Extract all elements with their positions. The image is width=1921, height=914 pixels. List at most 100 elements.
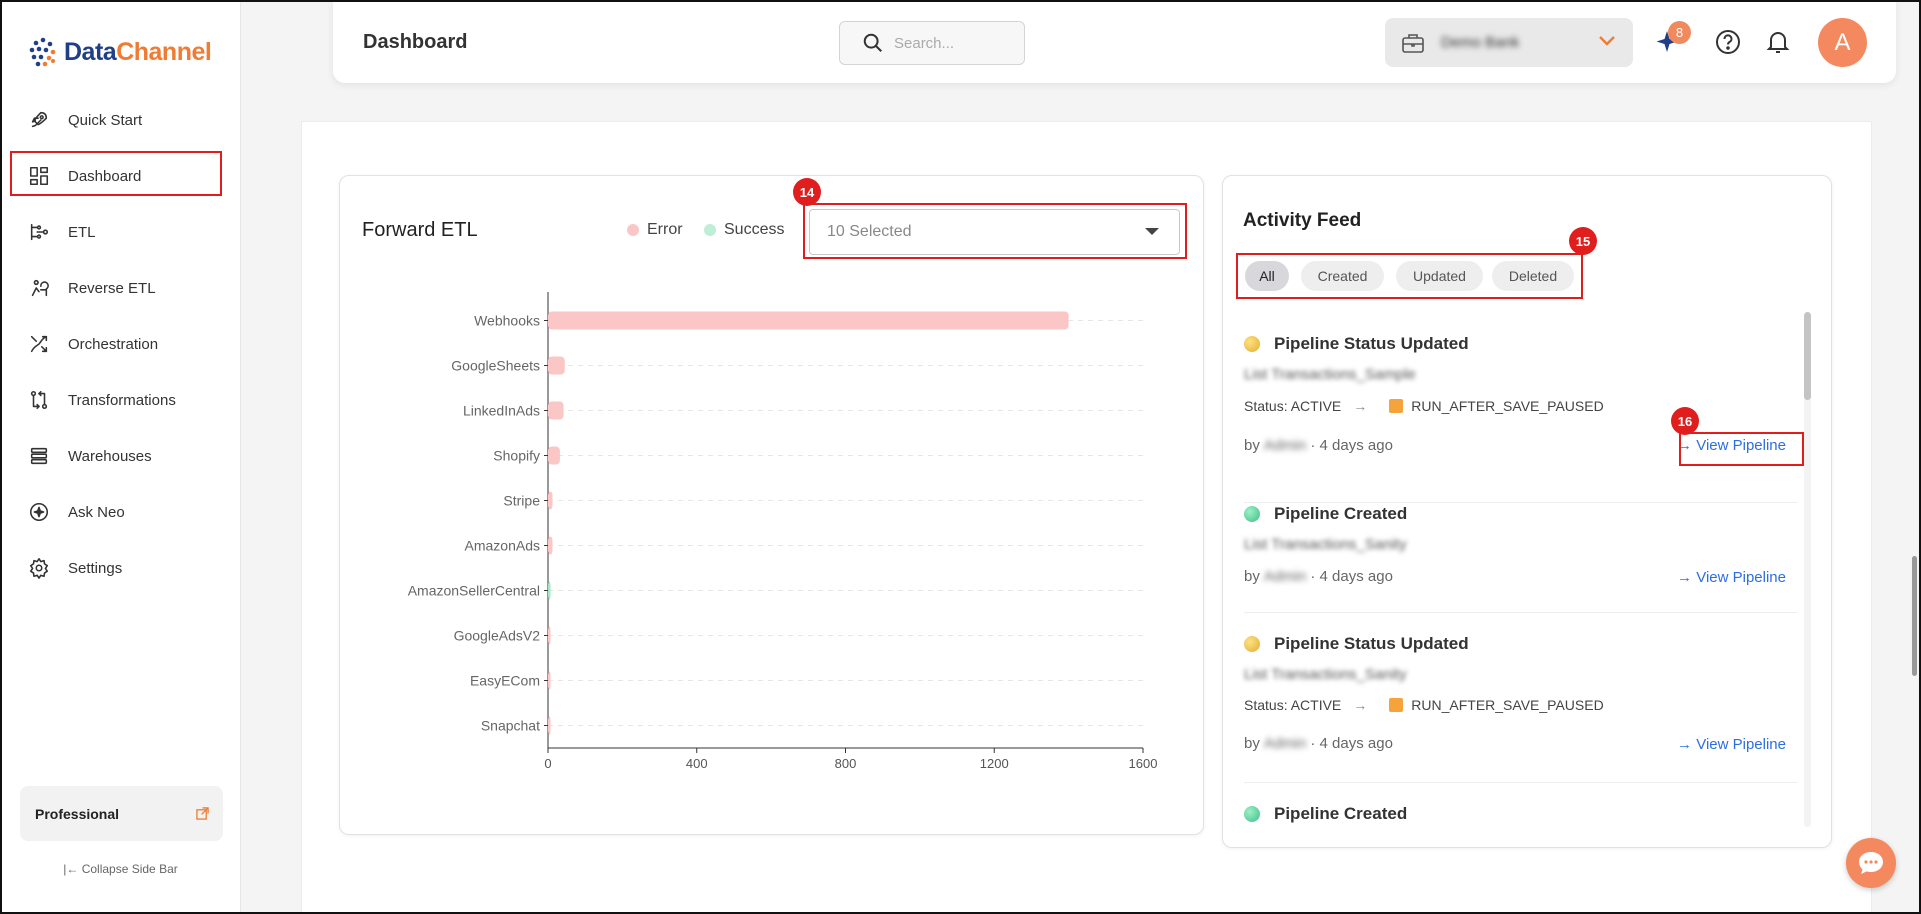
chart-bar-error [548, 536, 553, 555]
feed-item: Pipeline Created [1244, 804, 1798, 824]
sidebar-item-dashboard[interactable]: Dashboard [28, 161, 218, 191]
legend-success[interactable]: Success [704, 221, 784, 239]
chart-category-label: Snapchat [481, 718, 540, 734]
sidebar-item-settings[interactable]: Settings [28, 553, 218, 583]
chart-x-tick-label: 1600 [1129, 756, 1158, 771]
sidebar-item-label: Warehouses [68, 447, 152, 465]
sidebar-item-reverse-etl[interactable]: Reverse ETL [28, 273, 218, 303]
view-pipeline-link[interactable]: → View Pipeline [1677, 437, 1786, 454]
chat-button[interactable] [1846, 838, 1896, 888]
etl-icon [28, 221, 50, 243]
chart-category-label: GoogleSheets [451, 358, 540, 374]
feed-item-title: Pipeline Created [1274, 804, 1408, 823]
chart-bar-error [548, 446, 560, 465]
user-avatar[interactable]: A [1818, 18, 1867, 67]
chart-category-label: AmazonSellerCentral [408, 583, 540, 599]
status-created-dot [1244, 806, 1260, 822]
settings-icon [28, 557, 50, 579]
filter-created[interactable]: Created [1301, 261, 1384, 291]
view-pipeline-link[interactable]: → View Pipeline [1677, 736, 1786, 753]
search-box[interactable] [839, 21, 1025, 65]
external-link-icon[interactable] [196, 807, 209, 820]
chevron-down-icon [1599, 36, 1615, 46]
dashboard-icon [28, 165, 50, 187]
success-legend-dot [704, 224, 716, 236]
chart-bar-error [548, 716, 551, 735]
feed-scrollbar-track[interactable] [1804, 312, 1811, 827]
search-input[interactable] [894, 34, 1014, 52]
collapse-label: Collapse Side Bar [81, 862, 178, 876]
chat-bubble-icon [1859, 852, 1883, 874]
caret-down-icon [1145, 228, 1159, 235]
sidebar-item-ask-neo[interactable]: Ask Neo [28, 497, 218, 527]
activity-feed-title: Activity Feed [1243, 210, 1362, 231]
legend-error[interactable]: Error [627, 221, 683, 239]
help-icon[interactable] [1712, 24, 1744, 60]
chart-bar-success [548, 581, 551, 600]
feed-item-meta: by Admin · 4 days ago [1244, 568, 1393, 585]
sidebar-item-orchestration[interactable]: Orchestration [28, 329, 218, 359]
transformations-icon [28, 389, 50, 411]
collapse-sidebar-button[interactable]: |← Collapse Side Bar [0, 862, 241, 876]
feed-item: Pipeline Status Updated List Transaction… [1244, 634, 1798, 783]
chart-category-label: GoogleAdsV2 [454, 628, 541, 644]
logo-globe-icon [29, 37, 56, 67]
feed-item-meta: by Admin · 4 days ago [1244, 735, 1393, 752]
paused-status-icon [1389, 698, 1404, 712]
user-name: Admin [1263, 437, 1307, 454]
bell-icon[interactable] [1762, 24, 1794, 60]
chart-x-tick-label: 0 [544, 756, 551, 771]
sidebar-item-label: ETL [68, 223, 96, 241]
filter-all[interactable]: All [1245, 261, 1289, 291]
chart-bar-error [548, 671, 551, 690]
logo-text-channel: Channel [116, 37, 212, 66]
datachannel-logo[interactable]: DataChannel [26, 32, 212, 72]
sidebar-item-label: Transformations [68, 391, 176, 409]
filter-updated[interactable]: Updated [1396, 261, 1483, 291]
feed-scrollbar-thumb[interactable] [1804, 312, 1811, 400]
view-pipeline-link[interactable]: → View Pipeline [1677, 569, 1786, 586]
filter-deleted[interactable]: Deleted [1492, 261, 1574, 291]
sidebar-item-transformations[interactable]: Transformations [28, 385, 218, 415]
pipeline-name: List Transactions_Sanity [1244, 666, 1407, 683]
feed-item-title-row: Pipeline Status Updated [1244, 634, 1798, 654]
legend-success-label: Success [724, 221, 785, 238]
sidebar-item-label: Settings [68, 559, 123, 577]
search-icon [863, 33, 882, 52]
status-updated-dot [1244, 636, 1260, 652]
by-label: by [1244, 735, 1260, 752]
by-label: by [1244, 568, 1260, 585]
time-ago: · 4 days ago [1310, 568, 1393, 585]
sidebar-item-etl[interactable]: ETL [28, 217, 218, 247]
feed-item: Pipeline Status Updated List Transaction… [1244, 334, 1798, 503]
divider [1244, 612, 1798, 613]
reverse-etl-icon [28, 277, 50, 299]
legend-error-label: Error [647, 221, 683, 238]
arrow-right-icon: → [1353, 697, 1368, 713]
notification-count-badge: 8 [1668, 21, 1691, 44]
page-title: Dashboard [363, 31, 468, 53]
orchestration-icon [28, 333, 50, 355]
status-to: RUN_AFTER_SAVE_PAUSED [1411, 697, 1604, 713]
connector-select[interactable]: 10 Selected [809, 209, 1180, 255]
sidebar-item-warehouses[interactable]: Warehouses [28, 441, 218, 471]
forward-etl-title: Forward ETL [362, 219, 478, 241]
plan-card[interactable]: Professional [20, 786, 223, 841]
status-change: Status: ACTIVE → RUN_AFTER_SAVE_PAUSED [1244, 697, 1604, 713]
step-marker-16: 16 [1671, 407, 1699, 435]
sidebar-item-label: Reverse ETL [68, 279, 156, 297]
status-from: Status: ACTIVE [1244, 398, 1342, 414]
pipeline-name: List Transactions_Sanity [1244, 536, 1407, 553]
sidebar-item-quick-start[interactable]: Quick Start [28, 105, 218, 135]
chart-bar-error [548, 491, 553, 510]
sidebar-item-label: Quick Start [68, 111, 143, 129]
page-scrollbar[interactable] [1912, 556, 1917, 676]
chart-x-tick-label: 800 [835, 756, 857, 771]
feed-item-title: Pipeline Status Updated [1274, 334, 1469, 353]
workspace-selector[interactable]: Demo Bank [1385, 18, 1633, 67]
activity-feed-list[interactable]: Pipeline Status Updated List Transaction… [1228, 312, 1808, 832]
chart-category-label: Webhooks [474, 313, 540, 329]
status-updated-dot [1244, 336, 1260, 352]
time-ago: · 4 days ago [1310, 735, 1393, 752]
chart-category-label: Stripe [503, 493, 540, 509]
